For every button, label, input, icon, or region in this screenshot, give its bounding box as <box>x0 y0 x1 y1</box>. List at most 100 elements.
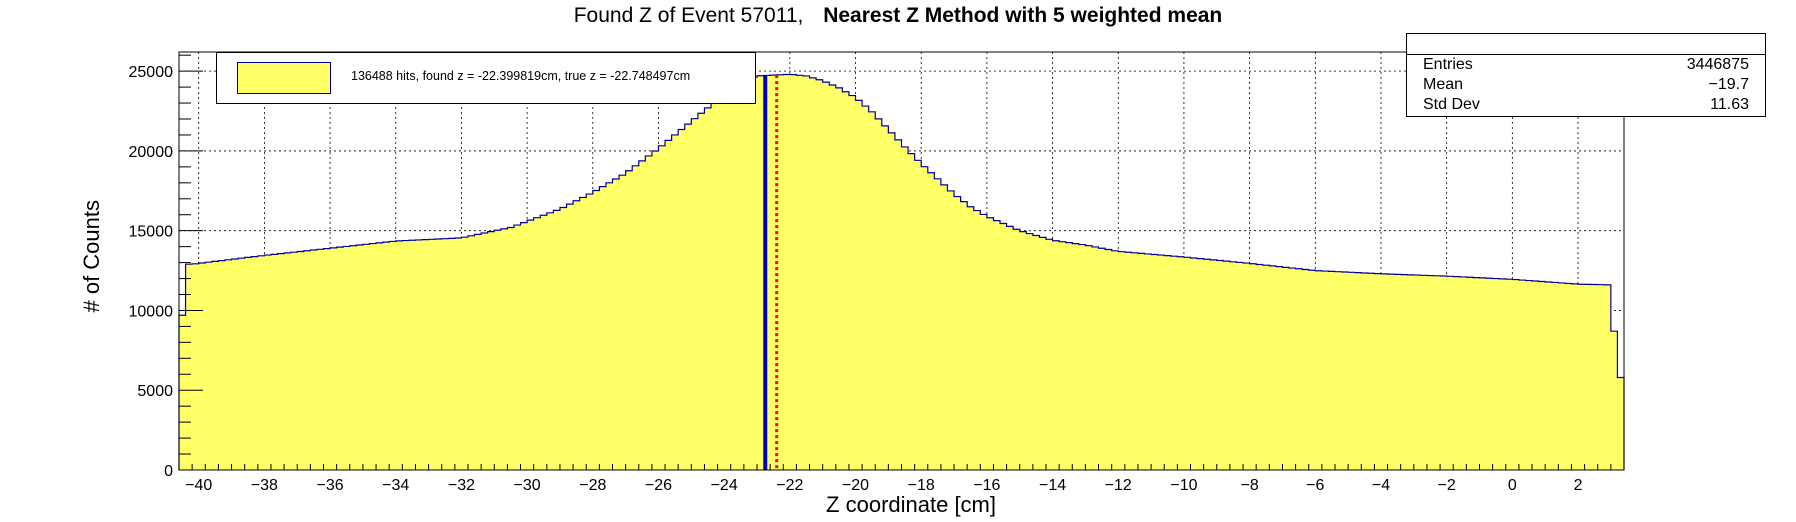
x-tick-label: −30 <box>514 477 541 494</box>
histogram-bin <box>1597 284 1605 470</box>
histogram-bin <box>1604 284 1612 470</box>
histogram-bin <box>1466 277 1474 470</box>
x-tick-label: −28 <box>579 477 606 494</box>
x-tick-label: 2 <box>1574 477 1583 494</box>
y-tick-label: 15000 <box>129 224 174 241</box>
histogram-bin <box>868 111 876 470</box>
histogram-bin <box>1584 284 1592 470</box>
histogram-bin <box>1315 270 1323 470</box>
x-tick-label: −32 <box>448 477 475 494</box>
histogram-bin <box>757 75 764 470</box>
histogram-bin <box>1426 275 1434 470</box>
histogram-bin <box>684 124 692 470</box>
histogram-bin <box>1013 229 1021 470</box>
histogram-bin <box>1374 273 1382 470</box>
histogram-bin <box>697 113 705 470</box>
histogram-bin <box>428 239 436 470</box>
histogram-bin <box>1026 233 1034 470</box>
histogram-bin <box>1446 276 1454 470</box>
histogram-bin <box>251 256 259 470</box>
histogram-bin <box>500 228 508 470</box>
histogram-bin <box>1440 276 1448 470</box>
histogram-bin <box>231 259 239 470</box>
histogram-bin <box>724 91 732 470</box>
histogram-bin <box>947 190 955 471</box>
histogram-bin <box>750 77 758 470</box>
histogram-bin <box>441 238 449 470</box>
histogram-bin <box>1420 275 1428 470</box>
histogram-bin <box>881 125 889 471</box>
histogram-bin <box>527 220 535 470</box>
histogram-bin <box>592 190 600 471</box>
histogram-bin <box>566 204 574 470</box>
histogram-bin <box>1249 263 1257 470</box>
histogram-bin <box>1564 283 1572 470</box>
histogram-bin <box>1387 274 1395 470</box>
histogram-bin <box>205 262 213 470</box>
histogram-bin <box>448 238 456 470</box>
histogram-outline <box>178 73 1625 470</box>
histogram-bin <box>711 102 718 470</box>
histogram-bin <box>1578 284 1585 470</box>
histogram-bin <box>1085 245 1093 470</box>
histogram-bin <box>1032 235 1040 470</box>
histogram-bin <box>1111 250 1119 470</box>
histogram-bin <box>185 264 193 470</box>
histogram-bin <box>875 118 883 471</box>
stats-label: Std Dev <box>1423 96 1480 113</box>
histogram-bin <box>395 240 403 470</box>
x-tick-label: −10 <box>1170 477 1197 494</box>
histogram-bin <box>422 239 429 470</box>
histogram-bin <box>1223 261 1231 470</box>
histogram-bin <box>927 172 935 470</box>
legend-entry: 136488 hits, found z = -22.399819cm, tru… <box>351 69 691 83</box>
histogram-bin <box>993 220 1001 470</box>
x-tick-label: −22 <box>776 477 803 494</box>
histogram-bin <box>986 217 994 470</box>
histogram-bin <box>1229 261 1237 470</box>
histogram-bin <box>290 252 298 470</box>
x-tick-label: −12 <box>1105 477 1132 494</box>
stats-row: Entries 3446875 <box>1407 55 1765 75</box>
y-tick-label: 5000 <box>137 383 173 400</box>
histogram-bin <box>888 132 896 470</box>
histogram-bin <box>1321 271 1329 470</box>
histogram-bin <box>343 246 351 470</box>
histogram-bin <box>218 260 226 470</box>
histogram-bin <box>1302 269 1310 470</box>
histogram-bin <box>743 79 751 470</box>
histogram-bin <box>612 178 620 470</box>
histogram-bin <box>435 238 443 470</box>
histogram-bin <box>1505 279 1513 470</box>
histogram-bin <box>789 74 797 470</box>
histogram-bin <box>303 250 311 470</box>
histogram-bin <box>1098 248 1106 470</box>
histogram-bin <box>1124 252 1132 470</box>
histogram-bin <box>1072 243 1080 470</box>
histogram-bin <box>829 85 837 470</box>
histogram-bin <box>1551 282 1559 470</box>
stats-row: Mean −19.7 <box>1407 75 1765 95</box>
histogram-bin <box>901 146 909 470</box>
histogram-bin <box>1065 242 1073 470</box>
histogram-bin <box>914 160 922 470</box>
histogram-bin <box>238 258 246 470</box>
histogram-bin <box>1486 278 1494 470</box>
histogram-bin <box>855 100 863 471</box>
histogram-bin <box>796 75 804 471</box>
histogram-bin <box>1236 262 1244 470</box>
histogram-bin <box>658 145 666 471</box>
histogram-bin <box>336 247 344 470</box>
histogram-bin <box>717 96 725 470</box>
histogram-bin <box>1538 281 1546 470</box>
histogram-bin <box>1000 223 1007 470</box>
histogram-bin <box>737 82 745 470</box>
histogram-bin <box>1052 240 1060 470</box>
histogram-bin <box>382 242 390 470</box>
histogram-bin <box>1617 377 1625 470</box>
y-tick-label: 20000 <box>129 144 174 161</box>
histogram-bin <box>330 247 338 470</box>
x-tick-label: −18 <box>908 477 935 494</box>
histogram-bin <box>573 200 581 471</box>
